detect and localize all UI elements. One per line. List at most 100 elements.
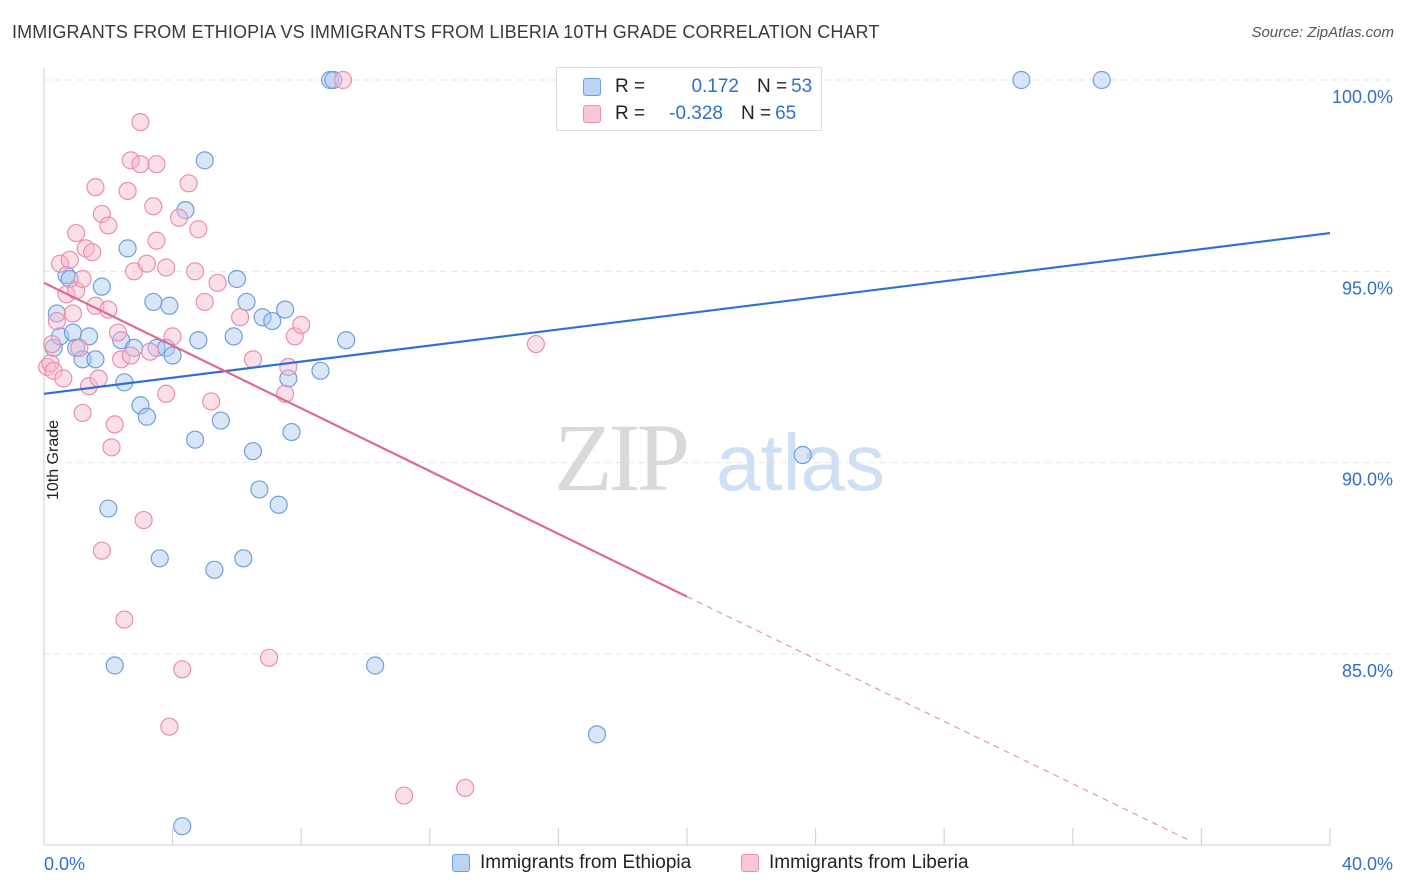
ethiopia-point (1092, 70, 1111, 90)
liberia-point (54, 369, 73, 388)
liberia-point (42, 334, 62, 354)
liberia-point (169, 208, 189, 227)
liberia-point (92, 204, 111, 224)
grid-lines (44, 79, 1390, 655)
ethiopia-point (73, 350, 92, 369)
legend-n-label: N = (741, 103, 772, 124)
liberia-point (333, 70, 353, 90)
x-tick-label: 0.0% (44, 854, 85, 874)
liberia-point (99, 300, 118, 319)
tick-labels: 85.0% 90.0% 95.0% 100.0% 0.0% 40.0% (44, 87, 1393, 874)
legend-n-value: 53 (791, 76, 813, 97)
trend-lines (43, 231, 1331, 843)
liberia-point (189, 220, 208, 239)
liberia-point (102, 438, 121, 457)
ethiopia-point (234, 549, 253, 568)
liberia-point (89, 369, 108, 388)
liberia-point (157, 258, 176, 277)
liberia-point (86, 178, 105, 197)
liberia-point (147, 231, 166, 250)
liberia-point (134, 510, 153, 530)
series-swatch-liberia (741, 854, 759, 872)
liberia-point (394, 786, 414, 805)
liberia-point (73, 269, 92, 289)
series-legend-liberia[interactable]: Immigrants from Liberia (741, 852, 969, 874)
axes (43, 68, 1331, 846)
x-tick-label: 40.0% (1342, 854, 1393, 874)
liberia-point (195, 292, 214, 312)
series-name-ethiopia: Immigrants from Ethiopia (480, 852, 692, 873)
liberia-point (231, 308, 250, 327)
ethiopia-point (150, 549, 169, 568)
ethiopia-point (311, 361, 330, 380)
liberia-point (67, 223, 86, 243)
ethiopia-point (160, 296, 179, 315)
ethiopia-point (587, 725, 607, 744)
liberia-point (83, 243, 102, 262)
liberia-point (121, 151, 140, 170)
ethiopia-trend-line (43, 231, 1331, 395)
ethiopia-point (205, 560, 224, 579)
ethiopia-point (263, 311, 282, 331)
ethiopia-point (366, 656, 385, 675)
liberia-point (115, 610, 134, 629)
ethiopia-point (211, 411, 230, 430)
liberia-point (243, 350, 263, 369)
ethiopia-point (195, 151, 214, 170)
legend-n-value: 65 (775, 103, 797, 124)
ethiopia-point (186, 430, 205, 449)
ethiopia-point (92, 277, 111, 296)
ethiopia-point (131, 396, 150, 415)
liberia-point (186, 262, 205, 281)
ethiopia-point (86, 350, 105, 369)
liberia-point (208, 273, 227, 292)
ethiopia-point (227, 269, 246, 289)
liberia-point (140, 342, 160, 361)
y-tick-label: 95.0% (1342, 278, 1393, 298)
liberia-point (112, 350, 131, 369)
ethiopia-point (269, 495, 288, 514)
legend-n-label: N = (757, 76, 788, 97)
ethiopia-point (793, 445, 812, 465)
legend-r-label: R = (615, 76, 646, 97)
liberia-trend-line (43, 281, 688, 598)
ethiopia-point (337, 331, 356, 350)
liberia-point (137, 254, 156, 273)
ethiopia-point (163, 346, 182, 365)
liberia-point (44, 361, 63, 380)
ethiopia-point (63, 323, 83, 342)
ethiopia-point (237, 292, 256, 312)
ethiopia-points (44, 70, 1111, 836)
liberia-point (50, 254, 70, 273)
liberia-point (157, 384, 176, 403)
series-swatch-ethiopia (452, 854, 470, 872)
ethiopia-point (253, 308, 272, 327)
series-name-liberia: Immigrants from Liberia (769, 852, 969, 873)
ethiopia-point (173, 817, 192, 836)
y-tick-label: 100.0% (1332, 87, 1393, 107)
watermark-atlas: atlas (716, 418, 885, 507)
liberia-point (63, 304, 83, 323)
liberia-point (131, 112, 150, 132)
y-axis-label: 10th Grade (45, 419, 63, 501)
ethiopia-point (224, 327, 243, 346)
liberia-point (160, 717, 179, 736)
ethiopia-point (276, 300, 295, 319)
liberia-point (108, 323, 128, 342)
liberia-point (121, 346, 140, 365)
ethiopia-point (324, 70, 343, 90)
series-legend-ethiopia[interactable]: Immigrants from Ethiopia (452, 852, 691, 874)
ethiopia-point (144, 292, 163, 312)
liberia-point (456, 778, 475, 798)
liberia-point (144, 197, 163, 216)
liberia-point (105, 415, 124, 434)
ethiopia-point (250, 480, 269, 499)
legend-swatch-liberia (583, 105, 601, 123)
liberia-point (279, 357, 298, 377)
ethiopia-point (60, 269, 79, 289)
liberia-point (60, 250, 79, 269)
watermark-zip: ZIP (554, 404, 687, 511)
liberia-point (147, 155, 166, 174)
legend-row-ethiopia: R = 0.172 N = 53 (583, 74, 812, 100)
